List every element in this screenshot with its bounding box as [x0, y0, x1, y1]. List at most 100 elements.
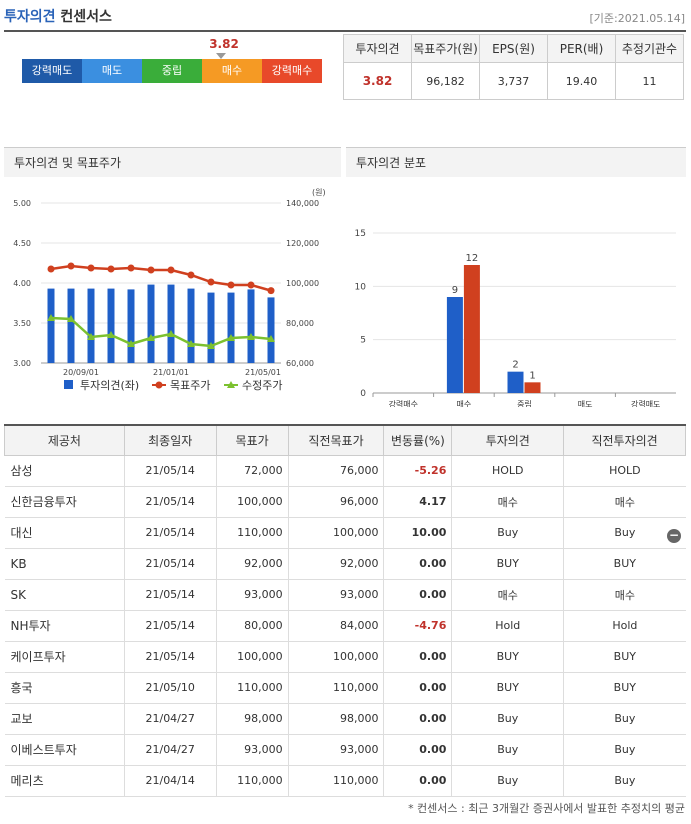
opinion-score: 3.82: [209, 37, 239, 51]
table-cell: 0.00: [383, 672, 452, 704]
summary-institutions: 11: [615, 62, 684, 100]
y-left-tick: 5.00: [13, 199, 31, 208]
summary-opinion-value: 3.82: [343, 62, 412, 100]
table-cell: 21/04/27: [123, 734, 217, 766]
target-price-point: [247, 281, 255, 289]
opinion-bar: [187, 288, 195, 363]
adjusted-price-point: [267, 335, 275, 342]
adjusted-price-line: [50, 316, 272, 348]
table-cell: 110,000: [287, 672, 384, 704]
legend-label: 투자의견(좌): [80, 379, 139, 392]
table-cell: 21/05/14: [123, 641, 217, 673]
table-row: SK 21/05/14 93,000 93,000 0.00 매수 매수: [4, 579, 686, 611]
footnote: * 컨센서스 : 최근 3개월간 증권사에서 발표한 추정치의 평균: [408, 802, 685, 815]
summary-header: 목표주가(원): [411, 34, 480, 63]
table-cell: Buy: [451, 734, 564, 766]
y-tick: 15: [355, 229, 366, 239]
table-cell: BUY: [451, 672, 564, 704]
x-tick: 매도: [578, 400, 593, 407]
table-row: 이베스트투자 21/04/27 93,000 93,000 0.00 Buy Buy: [4, 734, 686, 766]
summary-header: 추정기관수: [615, 34, 684, 63]
summary-target-price: 96,182: [411, 62, 480, 100]
table-row: NH투자 21/05/14 80,000 84,000 -4.76 Hold Hold: [4, 610, 686, 642]
table-cell: 21/05/10: [123, 672, 217, 704]
data-label: 12: [466, 253, 479, 264]
table-cell: 110,000: [287, 765, 384, 797]
target-price-line: [50, 264, 272, 292]
column-header: 투자의견: [451, 424, 565, 456]
collapse-button[interactable]: −: [667, 528, 681, 543]
distribution-bar: [507, 371, 524, 393]
table-cell: 0.00: [383, 765, 452, 797]
y-right-tick: 60,000: [286, 359, 314, 368]
table-cell: 110,000: [215, 672, 289, 704]
table-header-row: 제공처 최종일자 목표가 직전목표가 변동률(%) 투자의견 직전투자의견: [4, 424, 686, 456]
data-label: 1: [529, 370, 535, 381]
adjusted-price-point: [227, 334, 235, 341]
opinion-bar: [107, 288, 115, 363]
opinion-target-chart: 5.00 4.50 4.00 3.50 3.00 140,000 120,000 100,00…: [13, 188, 325, 392]
scale-segment: 중립: [142, 59, 202, 83]
y-right-tick: 80,000: [286, 319, 314, 328]
adjusted-price-point: [87, 333, 95, 340]
table-cell: 21/05/14: [123, 610, 217, 642]
scale-segment: 매수: [202, 59, 262, 83]
distribution-bar: [463, 265, 480, 393]
header-divider: [4, 30, 686, 32]
adjusted-price-point: [187, 340, 195, 347]
table-cell: 92,000: [287, 548, 384, 580]
table-cell: 93,000: [215, 734, 289, 766]
table-cell: 삼성: [4, 455, 125, 487]
table-cell: 4.17: [383, 486, 452, 518]
base-date: [기준:2021.05.14]: [589, 12, 685, 25]
opinion-bar: [127, 289, 135, 363]
table-cell: Buy: [451, 517, 564, 549]
table-row: 케이프투자 21/05/14 100,000 100,000 0.00 BUY BUY: [4, 641, 686, 673]
adjusted-price-point: [167, 330, 175, 337]
table-cell: 76,000: [287, 455, 384, 487]
legend-label: 수정주가: [242, 379, 282, 392]
table-cell: 메리츠: [4, 765, 125, 797]
column-header: 제공처: [4, 424, 125, 456]
table-cell: 21/04/14: [123, 765, 217, 797]
table-cell: Hold: [563, 610, 686, 642]
table-cell: 93,000: [215, 579, 289, 611]
x-tick: 21/05/01: [245, 368, 281, 377]
table-cell: 92,000: [215, 548, 289, 580]
table-cell: 80,000: [215, 610, 289, 642]
adjusted-price-point: [67, 315, 75, 322]
table-row: 교보 21/04/27 98,000 98,000 0.00 Buy Buy: [4, 703, 686, 735]
scale-segment: 강력매수: [262, 59, 322, 83]
table-cell: Buy: [563, 765, 686, 797]
table-cell: 100,000: [215, 486, 289, 518]
legend-marker: [227, 381, 235, 388]
table-cell: KB: [4, 548, 125, 580]
table-cell: 21/05/14: [123, 486, 217, 518]
opinion-scale: 강력매도 매도 중립 매수 강력매수: [22, 59, 322, 83]
table-cell: 케이프투자: [4, 641, 125, 673]
opinion-distribution-panel: 투자의견 분포 151050강력매수매수중립매도강력매도91221현재한달전: [346, 147, 686, 422]
table-cell: HOLD: [563, 455, 686, 487]
y-right-tick: 140,000: [286, 199, 319, 208]
table-cell: 21/05/14: [123, 517, 217, 549]
summary-per: 19.40: [547, 62, 616, 100]
table-cell: 매수: [451, 579, 564, 611]
table-cell: 21/05/14: [123, 455, 217, 487]
table-cell: -5.26: [383, 455, 452, 487]
table-cell: 0.00: [383, 548, 452, 580]
x-tick: 20/09/01: [63, 368, 99, 377]
table-cell: Buy: [451, 765, 564, 797]
y-tick: 0: [360, 389, 366, 399]
table-cell: BUY: [563, 548, 686, 580]
panel-title-left: 투자의견 및 목표주가: [4, 147, 341, 177]
legend-label: 목표주가: [170, 379, 210, 392]
table-cell: Buy: [563, 517, 686, 549]
table-cell: 매수: [451, 486, 564, 518]
opinion-distribution-chart: 151050강력매수매수중립매도강력매도91221현재한달전: [355, 229, 676, 422]
data-label: 2: [512, 360, 518, 371]
table-cell: 0.00: [383, 703, 452, 735]
column-header: 목표가: [215, 424, 289, 456]
target-price-point: [87, 264, 95, 272]
table-cell: 110,000: [215, 765, 289, 797]
table-row: 신한금융투자 21/05/14 100,000 96,000 4.17 매수 매수: [4, 486, 686, 518]
